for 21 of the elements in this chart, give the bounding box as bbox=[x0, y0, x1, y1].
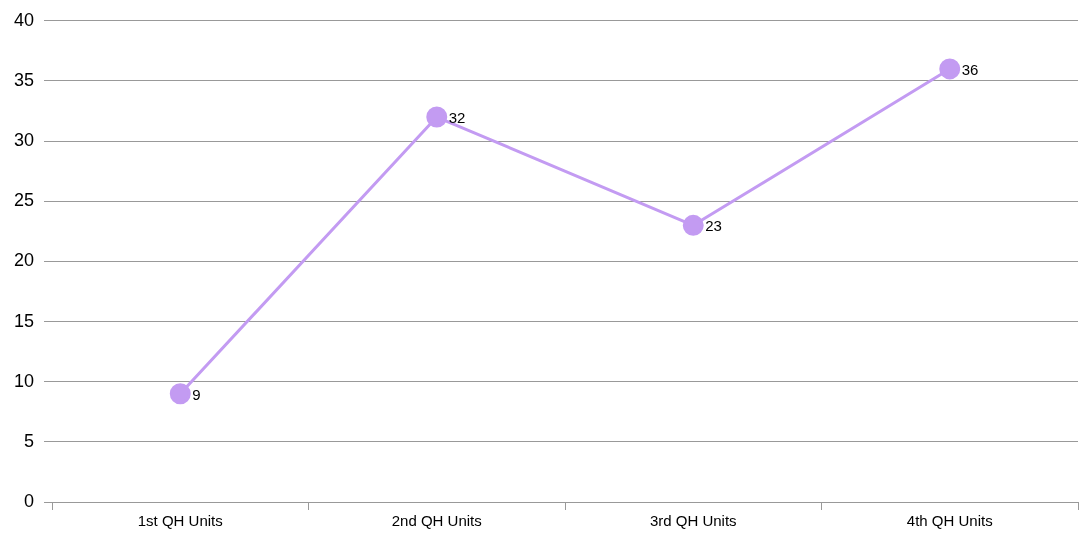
y-tick-label: 35 bbox=[13, 69, 35, 90]
data-label: 9 bbox=[192, 385, 201, 403]
y-tick-label: 0 bbox=[24, 490, 35, 511]
y-tick-label: 25 bbox=[13, 190, 35, 211]
y-tick-label: 10 bbox=[13, 370, 35, 391]
x-tick-label: 3rd QH Units bbox=[649, 512, 737, 530]
y-tick-label: 20 bbox=[13, 250, 35, 271]
y-tick-label: 15 bbox=[13, 310, 35, 331]
x-tick-label: 1st QH Units bbox=[137, 512, 223, 530]
data-label: 23 bbox=[705, 217, 722, 235]
x-tick-label: 4th QH Units bbox=[906, 512, 993, 530]
y-tick-label: 40 bbox=[13, 9, 35, 30]
x-tick-label: 2nd QH Units bbox=[391, 512, 482, 530]
data-label: 32 bbox=[448, 109, 466, 127]
point bbox=[682, 214, 704, 236]
point bbox=[426, 106, 448, 128]
point bbox=[939, 58, 961, 80]
y-tick-label: 30 bbox=[13, 130, 35, 151]
data-label: 36 bbox=[961, 61, 979, 79]
point bbox=[169, 383, 191, 405]
y-tick-label: 5 bbox=[24, 430, 35, 451]
